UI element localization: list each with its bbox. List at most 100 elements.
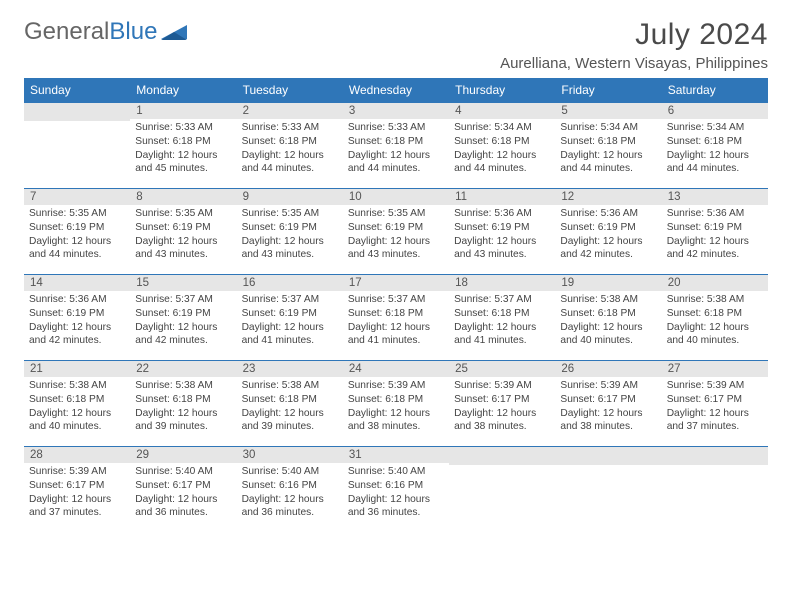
day-info: Sunrise: 5:34 AMSunset: 6:18 PMDaylight:… [555,119,661,179]
calendar-cell: 19Sunrise: 5:38 AMSunset: 6:18 PMDayligh… [555,275,661,361]
sunset-text: Sunset: 6:17 PM [667,393,763,407]
day-info: Sunrise: 5:38 AMSunset: 6:18 PMDaylight:… [130,377,236,437]
sunset-text: Sunset: 6:16 PM [242,479,338,493]
sunset-text: Sunset: 6:19 PM [29,307,125,321]
daylight-text: Daylight: 12 hours and 40 minutes. [667,321,763,349]
day-info: Sunrise: 5:40 AMSunset: 6:16 PMDaylight:… [237,463,343,523]
sunrise-text: Sunrise: 5:40 AM [135,465,231,479]
sunset-text: Sunset: 6:17 PM [29,479,125,493]
daylight-text: Daylight: 12 hours and 36 minutes. [135,493,231,521]
daylight-text: Daylight: 12 hours and 43 minutes. [135,235,231,263]
sunset-text: Sunset: 6:19 PM [29,221,125,235]
sunset-text: Sunset: 6:18 PM [667,307,763,321]
daylight-text: Daylight: 12 hours and 41 minutes. [454,321,550,349]
daylight-text: Daylight: 12 hours and 39 minutes. [135,407,231,435]
sunrise-text: Sunrise: 5:34 AM [560,121,656,135]
calendar-cell [555,447,661,533]
day-info: Sunrise: 5:39 AMSunset: 6:17 PMDaylight:… [24,463,130,523]
daylight-text: Daylight: 12 hours and 43 minutes. [348,235,444,263]
day-number [662,447,768,465]
day-number: 12 [555,189,661,205]
sunset-text: Sunset: 6:17 PM [560,393,656,407]
calendar-cell: 3Sunrise: 5:33 AMSunset: 6:18 PMDaylight… [343,103,449,189]
sunset-text: Sunset: 6:18 PM [454,307,550,321]
weekday-header: Tuesday [237,78,343,103]
calendar-body: 1Sunrise: 5:33 AMSunset: 6:18 PMDaylight… [24,103,768,533]
day-info: Sunrise: 5:39 AMSunset: 6:17 PMDaylight:… [555,377,661,437]
day-number: 31 [343,447,449,463]
calendar-cell: 28Sunrise: 5:39 AMSunset: 6:17 PMDayligh… [24,447,130,533]
day-number [24,103,130,121]
day-info: Sunrise: 5:39 AMSunset: 6:17 PMDaylight:… [449,377,555,437]
day-info: Sunrise: 5:38 AMSunset: 6:18 PMDaylight:… [24,377,130,437]
day-number: 29 [130,447,236,463]
daylight-text: Daylight: 12 hours and 41 minutes. [348,321,444,349]
calendar-cell: 29Sunrise: 5:40 AMSunset: 6:17 PMDayligh… [130,447,236,533]
day-number: 9 [237,189,343,205]
calendar-week-row: 1Sunrise: 5:33 AMSunset: 6:18 PMDaylight… [24,103,768,189]
daylight-text: Daylight: 12 hours and 44 minutes. [242,149,338,177]
sunset-text: Sunset: 6:18 PM [242,135,338,149]
day-info: Sunrise: 5:38 AMSunset: 6:18 PMDaylight:… [662,291,768,351]
day-info: Sunrise: 5:37 AMSunset: 6:18 PMDaylight:… [449,291,555,351]
day-info: Sunrise: 5:40 AMSunset: 6:17 PMDaylight:… [130,463,236,523]
sunset-text: Sunset: 6:18 PM [348,135,444,149]
calendar-cell: 16Sunrise: 5:37 AMSunset: 6:19 PMDayligh… [237,275,343,361]
day-info: Sunrise: 5:37 AMSunset: 6:19 PMDaylight:… [130,291,236,351]
calendar-week-row: 28Sunrise: 5:39 AMSunset: 6:17 PMDayligh… [24,447,768,533]
calendar-week-row: 21Sunrise: 5:38 AMSunset: 6:18 PMDayligh… [24,361,768,447]
brand-part1: General [24,18,109,46]
calendar-cell: 22Sunrise: 5:38 AMSunset: 6:18 PMDayligh… [130,361,236,447]
calendar-cell: 2Sunrise: 5:33 AMSunset: 6:18 PMDaylight… [237,103,343,189]
sunrise-text: Sunrise: 5:34 AM [454,121,550,135]
calendar-cell: 26Sunrise: 5:39 AMSunset: 6:17 PMDayligh… [555,361,661,447]
sunset-text: Sunset: 6:18 PM [135,393,231,407]
calendar-cell [662,447,768,533]
calendar-cell: 8Sunrise: 5:35 AMSunset: 6:19 PMDaylight… [130,189,236,275]
sunset-text: Sunset: 6:19 PM [242,221,338,235]
weekday-header: Friday [555,78,661,103]
day-number: 14 [24,275,130,291]
calendar-cell: 23Sunrise: 5:38 AMSunset: 6:18 PMDayligh… [237,361,343,447]
calendar-cell: 13Sunrise: 5:36 AMSunset: 6:19 PMDayligh… [662,189,768,275]
brand-part2: Blue [109,18,157,46]
day-number: 7 [24,189,130,205]
sunrise-text: Sunrise: 5:37 AM [242,293,338,307]
calendar-cell: 12Sunrise: 5:36 AMSunset: 6:19 PMDayligh… [555,189,661,275]
sunrise-text: Sunrise: 5:38 AM [242,379,338,393]
day-info: Sunrise: 5:34 AMSunset: 6:18 PMDaylight:… [449,119,555,179]
day-info: Sunrise: 5:40 AMSunset: 6:16 PMDaylight:… [343,463,449,523]
calendar-cell: 1Sunrise: 5:33 AMSunset: 6:18 PMDaylight… [130,103,236,189]
sunset-text: Sunset: 6:18 PM [560,307,656,321]
weekday-header: Sunday [24,78,130,103]
daylight-text: Daylight: 12 hours and 44 minutes. [667,149,763,177]
sunrise-text: Sunrise: 5:33 AM [348,121,444,135]
brand-logo: GeneralBlue [24,18,189,46]
daylight-text: Daylight: 12 hours and 44 minutes. [348,149,444,177]
day-number: 28 [24,447,130,463]
calendar-cell: 21Sunrise: 5:38 AMSunset: 6:18 PMDayligh… [24,361,130,447]
day-number: 18 [449,275,555,291]
sunset-text: Sunset: 6:18 PM [454,135,550,149]
weekday-header: Wednesday [343,78,449,103]
sunrise-text: Sunrise: 5:38 AM [135,379,231,393]
daylight-text: Daylight: 12 hours and 44 minutes. [454,149,550,177]
sunrise-text: Sunrise: 5:35 AM [135,207,231,221]
day-number [449,447,555,465]
calendar-cell: 30Sunrise: 5:40 AMSunset: 6:16 PMDayligh… [237,447,343,533]
sunset-text: Sunset: 6:19 PM [242,307,338,321]
calendar-cell: 20Sunrise: 5:38 AMSunset: 6:18 PMDayligh… [662,275,768,361]
calendar-cell: 17Sunrise: 5:37 AMSunset: 6:18 PMDayligh… [343,275,449,361]
sunrise-text: Sunrise: 5:40 AM [242,465,338,479]
sunset-text: Sunset: 6:17 PM [135,479,231,493]
weekday-header: Thursday [449,78,555,103]
day-number: 1 [130,103,236,119]
logo-triangle-icon [161,23,189,41]
daylight-text: Daylight: 12 hours and 42 minutes. [560,235,656,263]
calendar-cell: 24Sunrise: 5:39 AMSunset: 6:18 PMDayligh… [343,361,449,447]
sunset-text: Sunset: 6:19 PM [667,221,763,235]
sunrise-text: Sunrise: 5:39 AM [29,465,125,479]
header: GeneralBlue July 2024 Aurelliana, Wester… [24,18,768,72]
day-info: Sunrise: 5:39 AMSunset: 6:18 PMDaylight:… [343,377,449,437]
daylight-text: Daylight: 12 hours and 37 minutes. [667,407,763,435]
